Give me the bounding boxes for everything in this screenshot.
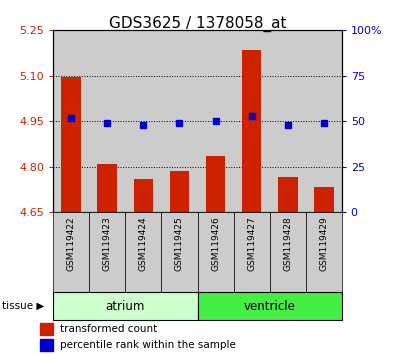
Bar [198,212,233,292]
Bar [53,212,89,292]
Bar [270,212,306,292]
Bar [134,179,153,212]
Text: ventricle: ventricle [244,300,295,313]
Text: GSM119424: GSM119424 [139,216,148,271]
Bar [233,212,270,292]
Text: GSM119427: GSM119427 [247,216,256,271]
Text: tissue ▶: tissue ▶ [2,301,44,311]
Bar [206,156,226,212]
Bar [306,212,342,292]
Text: GSM119429: GSM119429 [319,216,328,271]
Text: GSM119422: GSM119422 [67,216,76,271]
Text: GSM119426: GSM119426 [211,216,220,271]
Bar [98,164,117,212]
Bar [314,187,333,212]
Bar [162,212,198,292]
Bar [89,30,126,212]
Bar [62,77,81,212]
Bar [126,212,162,292]
Bar [53,30,89,212]
Text: transformed count: transformed count [60,324,158,334]
Bar [162,30,198,212]
Bar [233,30,270,212]
Bar [89,212,126,292]
Bar [198,292,342,320]
Text: GDS3625 / 1378058_at: GDS3625 / 1378058_at [109,16,286,32]
Bar [278,177,297,212]
Bar [53,292,198,320]
Bar [270,30,306,212]
Bar [40,323,53,335]
Text: GSM119428: GSM119428 [283,216,292,271]
Text: GSM119423: GSM119423 [103,216,112,271]
Bar [169,171,189,212]
Bar [198,30,233,212]
Bar [40,339,53,351]
Text: atrium: atrium [106,300,145,313]
Bar [306,30,342,212]
Text: GSM119425: GSM119425 [175,216,184,271]
Bar [242,50,261,212]
Text: percentile rank within the sample: percentile rank within the sample [60,340,236,350]
Bar [126,30,162,212]
